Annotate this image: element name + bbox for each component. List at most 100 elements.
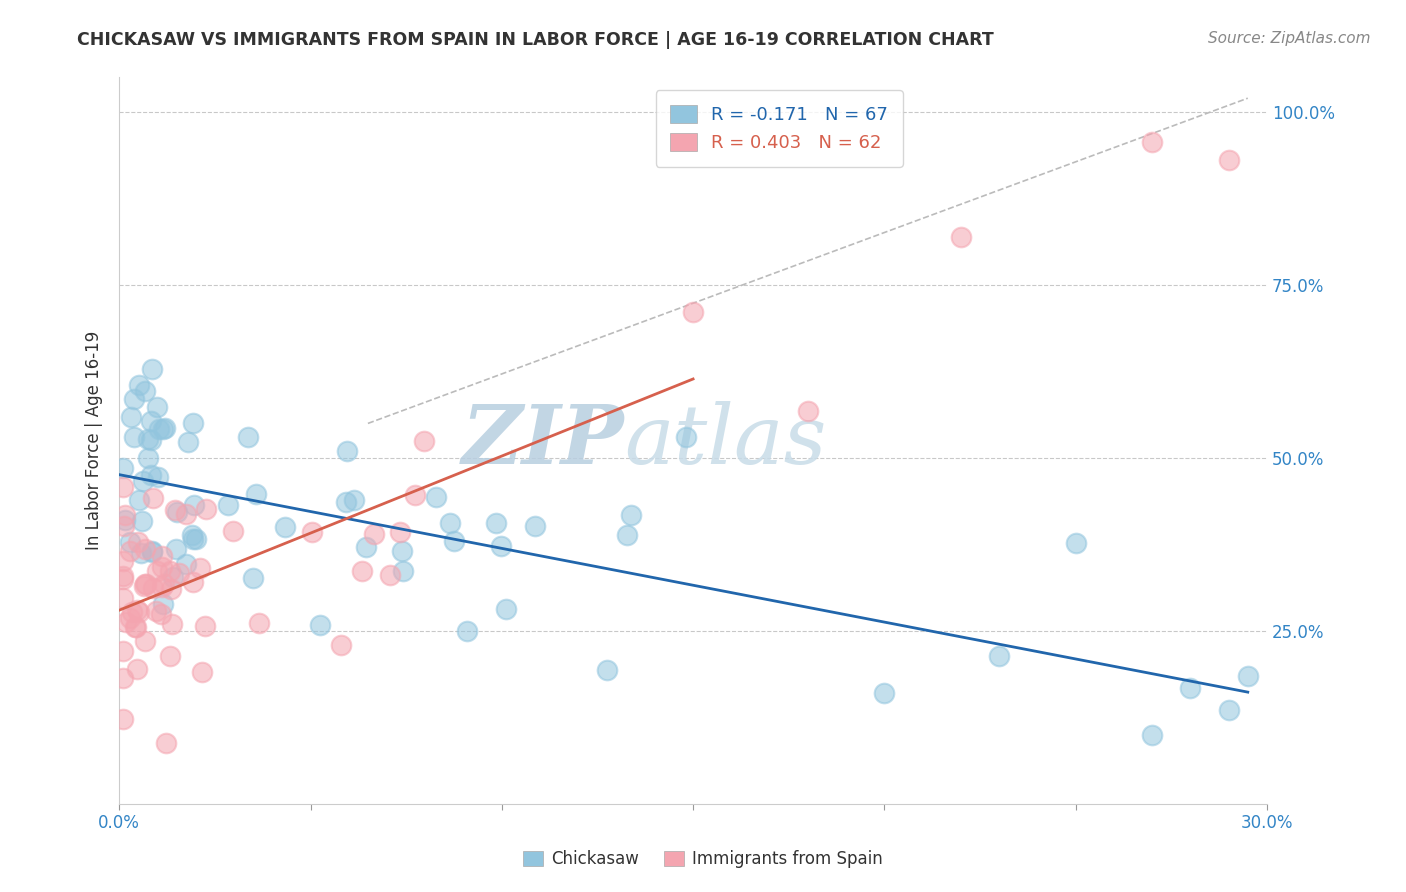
Point	[682, 304, 704, 318]
Point	[148, 422, 170, 436]
Point	[112, 671, 135, 685]
Point	[194, 501, 217, 516]
Text: CHICKASAW VS IMMIGRANTS FROM SPAIN IN LABOR FORCE | AGE 16-19 CORRELATION CHART: CHICKASAW VS IMMIGRANTS FROM SPAIN IN LA…	[77, 31, 994, 49]
Point	[155, 421, 177, 435]
Point	[112, 554, 135, 568]
Point	[194, 619, 217, 633]
Point	[485, 516, 508, 531]
Point	[162, 570, 184, 584]
Point	[146, 564, 169, 578]
Point	[114, 508, 136, 522]
Point	[142, 491, 165, 506]
Point	[169, 566, 191, 580]
Point	[159, 648, 181, 663]
Point	[174, 508, 197, 522]
Point	[152, 422, 174, 436]
Point	[350, 564, 373, 578]
Point	[616, 528, 638, 542]
Point	[949, 230, 972, 244]
Point	[122, 430, 145, 444]
Point	[181, 575, 204, 590]
Point	[122, 392, 145, 406]
Point	[136, 432, 159, 446]
Point	[141, 467, 163, 482]
Point	[1140, 136, 1163, 150]
Point	[149, 607, 172, 621]
Legend: R = -0.171   N = 67, R = 0.403   N = 62: R = -0.171 N = 67, R = 0.403 N = 62	[655, 90, 903, 167]
Point	[404, 488, 426, 502]
Point	[127, 535, 149, 549]
Legend: Chickasaw, Immigrants from Spain: Chickasaw, Immigrants from Spain	[516, 844, 890, 875]
Point	[389, 524, 412, 539]
Point	[489, 539, 512, 553]
Point	[120, 611, 142, 625]
Point	[145, 603, 167, 617]
Point	[301, 524, 323, 539]
Point	[125, 603, 148, 617]
Point	[247, 616, 270, 631]
Point	[148, 469, 170, 483]
Point	[112, 479, 135, 493]
Point	[596, 663, 619, 677]
Point	[152, 576, 174, 591]
Point	[181, 527, 204, 541]
Point	[392, 564, 415, 578]
Point	[183, 498, 205, 512]
Text: atlas: atlas	[624, 401, 827, 481]
Point	[129, 546, 152, 560]
Point	[112, 569, 135, 583]
Point	[166, 504, 188, 518]
Text: Source: ZipAtlas.com: Source: ZipAtlas.com	[1208, 31, 1371, 46]
Point	[112, 572, 135, 586]
Point	[380, 568, 402, 582]
Point	[329, 638, 352, 652]
Point	[274, 520, 297, 534]
Point	[309, 617, 332, 632]
Point	[128, 492, 150, 507]
Point	[1064, 536, 1087, 550]
Point	[115, 615, 138, 629]
Point	[184, 532, 207, 546]
Point	[242, 572, 264, 586]
Point	[988, 649, 1011, 664]
Point	[217, 499, 239, 513]
Point	[135, 577, 157, 591]
Point	[146, 400, 169, 414]
Point	[797, 404, 820, 418]
Point	[141, 545, 163, 559]
Point	[125, 662, 148, 676]
Point	[412, 434, 434, 448]
Point	[139, 414, 162, 428]
Point	[120, 409, 142, 424]
Y-axis label: In Labor Force | Age 16-19: In Labor Force | Age 16-19	[86, 331, 103, 550]
Point	[188, 560, 211, 574]
Point	[125, 619, 148, 633]
Point	[675, 430, 697, 444]
Point	[335, 495, 357, 509]
Point	[166, 542, 188, 557]
Point	[1236, 669, 1258, 683]
Point	[134, 384, 156, 399]
Point	[1218, 153, 1240, 167]
Point	[155, 736, 177, 750]
Point	[354, 540, 377, 554]
Point	[112, 461, 135, 475]
Point	[112, 644, 135, 658]
Point	[1180, 681, 1202, 695]
Point	[141, 544, 163, 558]
Point	[150, 560, 173, 574]
Point	[236, 430, 259, 444]
Point	[128, 605, 150, 619]
Point	[138, 451, 160, 466]
Point	[456, 624, 478, 638]
Point	[118, 543, 141, 558]
Point	[112, 591, 135, 605]
Point	[342, 493, 364, 508]
Point	[121, 605, 143, 619]
Point	[222, 524, 245, 538]
Point	[1140, 728, 1163, 742]
Point	[114, 513, 136, 527]
Point	[1218, 703, 1240, 717]
Point	[112, 518, 135, 533]
Text: ZIP: ZIP	[461, 401, 624, 481]
